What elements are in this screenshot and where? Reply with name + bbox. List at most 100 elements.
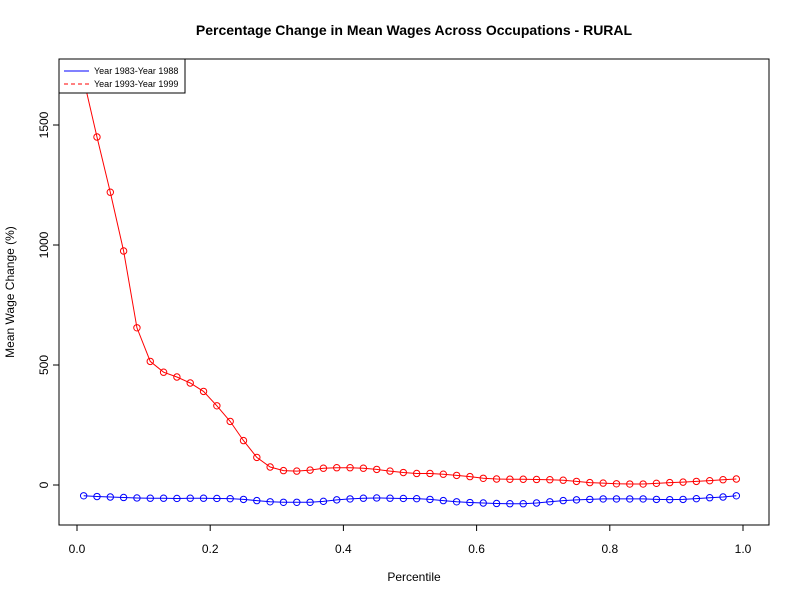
data-point (586, 495, 594, 504)
legend-label-series-2: Year 1993-Year 1999 (94, 79, 178, 89)
data-point (479, 474, 487, 482)
data-point (639, 495, 647, 503)
data-point (719, 493, 727, 501)
data-point (373, 494, 381, 502)
x-axis-label: Percentile (387, 570, 441, 584)
y-tick-label: 1000 (37, 231, 51, 258)
data-point (93, 492, 101, 501)
data-point (666, 495, 674, 504)
data-point (266, 498, 274, 506)
data-point (386, 494, 394, 502)
data-point (159, 368, 168, 376)
data-point (226, 494, 234, 503)
data-point (706, 476, 714, 485)
data-point (639, 480, 647, 488)
data-point (732, 492, 741, 500)
x-tick-label: 0.4 (335, 542, 352, 556)
data-point (492, 475, 501, 483)
data-point (412, 494, 421, 503)
data-point (226, 417, 234, 426)
data-point (706, 494, 714, 502)
data-point (359, 464, 368, 472)
data-point (439, 496, 447, 505)
data-point (199, 387, 208, 396)
chart-title: Percentage Change in Mean Wages Across O… (196, 22, 633, 38)
data-point (293, 498, 301, 506)
series-line-1 (83, 495, 737, 505)
data-point (599, 495, 607, 503)
y-tick-label: 1500 (37, 111, 51, 138)
data-point (346, 464, 354, 472)
data-point (719, 476, 727, 484)
x-tick-label: 0.8 (601, 542, 618, 556)
data-point (426, 495, 434, 504)
data-point (146, 357, 154, 366)
data-point (692, 494, 701, 503)
data-point (612, 480, 621, 488)
data-point (279, 466, 288, 475)
data-point (519, 475, 527, 483)
data-point (466, 472, 474, 481)
data-point (546, 498, 554, 506)
data-point (106, 188, 115, 196)
data-point (239, 495, 248, 504)
data-point (692, 477, 701, 486)
data-point (399, 494, 408, 503)
data-point (319, 497, 328, 506)
data-point (652, 495, 661, 504)
data-point (333, 496, 341, 504)
y-axis: 0 500 1000 1500 (37, 111, 60, 488)
data-point (306, 498, 314, 506)
data-point (519, 500, 527, 508)
data-point (253, 453, 261, 462)
series-1 (79, 492, 741, 508)
data-point (279, 498, 288, 506)
data-point (559, 476, 567, 484)
data-point (652, 479, 661, 488)
data-point (293, 467, 301, 475)
data-point (253, 496, 261, 505)
x-tick-label: 1.0 (735, 542, 752, 556)
data-point (599, 479, 607, 487)
data-point (506, 475, 514, 483)
data-point (119, 247, 128, 255)
data-point (452, 498, 461, 506)
data-point (146, 494, 154, 502)
data-point (439, 470, 447, 478)
data-point (213, 494, 221, 503)
data-point (532, 475, 541, 484)
data-point (239, 436, 248, 445)
data-point (466, 498, 474, 507)
data-point (133, 324, 141, 332)
data-point (359, 494, 368, 502)
legend: Year 1983-Year 1988 Year 1993-Year 1999 (58, 58, 186, 94)
data-point (186, 379, 194, 387)
data-point (452, 471, 461, 480)
data-point (266, 463, 274, 471)
data-point (399, 468, 408, 477)
data-point (106, 493, 115, 501)
data-point (586, 478, 594, 487)
data-point (306, 466, 314, 474)
data-point (626, 480, 634, 488)
y-axis-label: Mean Wage Change (%) (3, 226, 17, 358)
x-tick-label: 0.2 (202, 542, 219, 556)
data-point (333, 464, 341, 472)
data-point (532, 499, 541, 507)
data-point (559, 496, 567, 505)
data-point (199, 494, 208, 502)
data-point (679, 478, 687, 486)
legend-label-series-1: Year 1983-Year 1988 (94, 66, 178, 76)
data-point (426, 469, 434, 478)
data-point (612, 495, 621, 503)
data-point (626, 495, 634, 503)
data-point (186, 494, 194, 502)
data-point (732, 475, 741, 483)
data-point (93, 133, 101, 141)
data-point (213, 402, 221, 410)
data-point (346, 495, 354, 503)
x-tick-label: 0.6 (468, 542, 485, 556)
x-tick-label: 0.0 (69, 542, 86, 556)
data-point (79, 492, 88, 500)
